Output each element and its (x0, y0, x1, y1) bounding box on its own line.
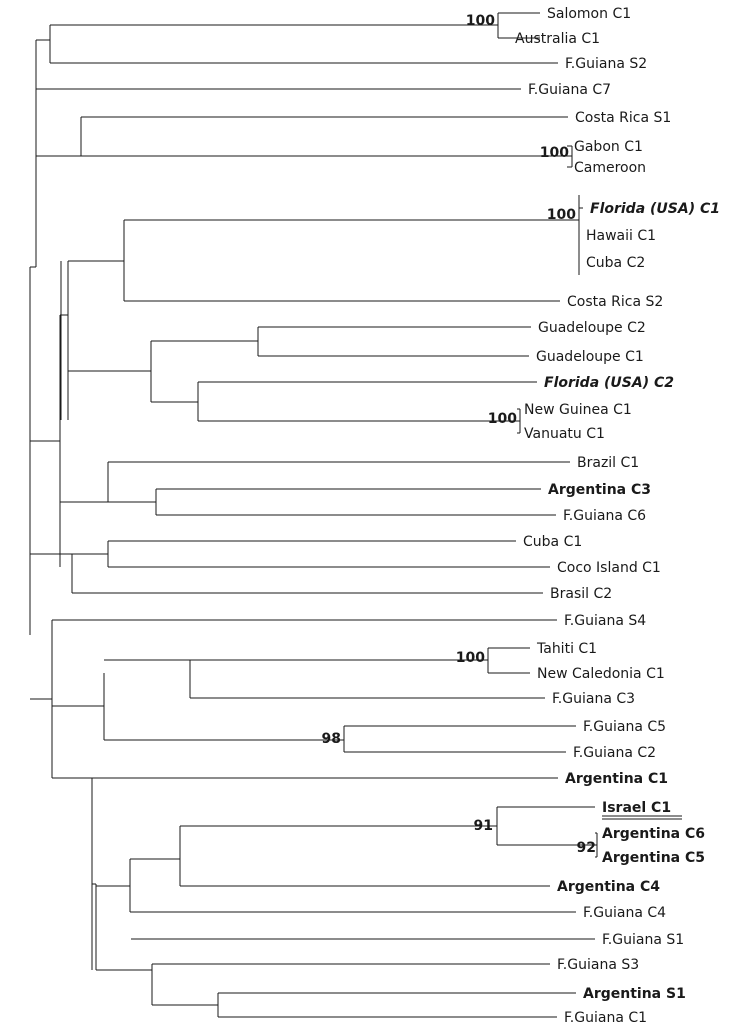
leaf-label: Argentina C6 (602, 826, 705, 842)
leaf-label: Costa Rica S1 (575, 110, 671, 126)
leaf-label: New Caledonia C1 (537, 666, 665, 682)
leaf-label: F.Guiana S1 (602, 932, 684, 948)
leaf-label: F.Guiana C7 (528, 82, 611, 98)
bootstrap-value: 100 (540, 145, 569, 161)
leaf-label: Costa Rica S2 (567, 294, 663, 310)
leaf-label: F.Guiana C4 (583, 905, 666, 921)
bootstrap-value: 100 (456, 650, 485, 666)
leaf-label: F.Guiana C3 (552, 691, 635, 707)
leaf-label: Coco Island C1 (557, 560, 661, 576)
bootstrap-value: 92 (577, 840, 596, 856)
leaf-label: F.Guiana C2 (573, 745, 656, 761)
leaf-label: Hawaii C1 (586, 228, 656, 244)
leaf-label: F.Guiana C5 (583, 719, 666, 735)
leaf-label: Guadeloupe C1 (536, 349, 644, 365)
leaf-label: F.Guiana C6 (563, 508, 646, 524)
leaf-label: Cuba C2 (586, 255, 645, 271)
leaf-label: Argentina C5 (602, 850, 705, 866)
leaf-label: Guadeloupe C2 (538, 320, 646, 336)
tree-branches (29, 12, 598, 1018)
bootstrap-value: 100 (488, 411, 517, 427)
leaf-label: Cuba C1 (523, 534, 582, 550)
leaf-label: Argentina C3 (548, 482, 651, 498)
leaf-label: New Guinea C1 (524, 402, 632, 418)
leaf-label: Argentina C4 (557, 879, 660, 895)
leaf-label: Argentina S1 (583, 986, 686, 1002)
leaf-label: Australia C1 (515, 31, 600, 47)
leaf-label: Salomon C1 (547, 6, 631, 22)
leaf-label: F.Guiana S4 (564, 613, 646, 629)
bootstrap-value: 100 (547, 207, 576, 223)
bootstrap-value: 91 (474, 818, 493, 834)
leaf-label: Gabon C1 (574, 139, 643, 155)
leaf-label: Israel C1 (602, 800, 671, 816)
leaf-label: Vanuatu C1 (524, 426, 605, 442)
leaf-label: Cameroon (574, 160, 646, 176)
leaf-label: F.Guiana S2 (565, 56, 647, 72)
leaf-label: F.Guiana S3 (557, 957, 639, 973)
leaf-label: Brasil C2 (550, 586, 612, 602)
leaf-label: Florida (USA) C2 (544, 375, 674, 391)
leaf-label: Florida (USA) C1 (590, 201, 720, 217)
bootstrap-value: 98 (322, 731, 341, 747)
leaf-label: Brazil C1 (577, 455, 639, 471)
leaf-label: F.Guiana C1 (564, 1010, 647, 1026)
tree-marks (602, 815, 683, 820)
tree-labels: Salomon C1 Australia C1 F.Guiana S2 F.Guian… (322, 6, 720, 1026)
leaf-label: Argentina C1 (565, 771, 668, 787)
leaf-label: Tahiti C1 (536, 641, 597, 657)
bootstrap-value: 100 (466, 13, 495, 29)
